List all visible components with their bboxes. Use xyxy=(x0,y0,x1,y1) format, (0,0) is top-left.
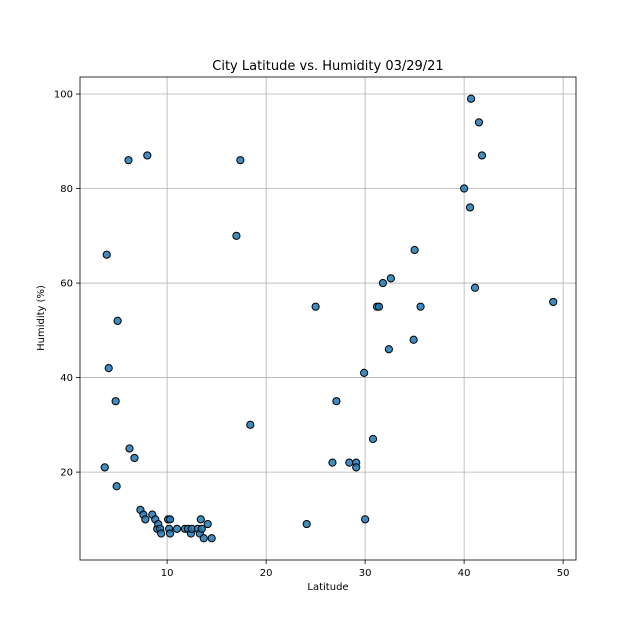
data-point xyxy=(477,151,487,160)
y-tick-label: 100 xyxy=(54,90,73,101)
data-point xyxy=(368,434,378,444)
data-point xyxy=(361,515,370,524)
y-axis-label: Humidity (%) xyxy=(36,285,47,351)
data-point xyxy=(386,274,395,283)
data-point xyxy=(549,297,558,307)
data-point xyxy=(332,397,341,406)
data-point xyxy=(165,515,175,524)
y-tick-label: 60 xyxy=(60,279,73,290)
x-tick-label: 50 xyxy=(557,568,570,579)
data-point xyxy=(311,302,320,311)
plot-frame xyxy=(79,76,577,561)
x-tick-label: 40 xyxy=(458,568,471,579)
data-point xyxy=(112,482,121,491)
x-tick-label: 10 xyxy=(161,568,174,579)
data-point xyxy=(125,444,134,453)
y-tick-label: 20 xyxy=(60,468,73,479)
data-point xyxy=(378,278,388,288)
y-tick-label: 40 xyxy=(60,373,73,384)
axis-ticks: 10 20 30 40 50 20 40 60 80 100 xyxy=(54,90,570,579)
data-point xyxy=(111,397,120,406)
data-point xyxy=(100,463,109,472)
data-point xyxy=(345,458,354,467)
data-point xyxy=(466,94,476,103)
data-point xyxy=(130,453,139,463)
data-point xyxy=(409,335,418,344)
data-point xyxy=(143,151,152,160)
data-point xyxy=(207,534,216,543)
data-point xyxy=(165,529,175,538)
data-point xyxy=(232,231,241,240)
data-point xyxy=(328,458,337,467)
data-point xyxy=(470,283,480,292)
data-point xyxy=(416,302,425,311)
data-point xyxy=(374,302,384,311)
data-point xyxy=(113,316,122,325)
data-point xyxy=(141,515,150,524)
y-tick-label: 80 xyxy=(60,184,73,195)
data-points xyxy=(100,94,558,543)
data-point xyxy=(236,156,245,165)
data-point xyxy=(124,156,133,165)
data-point xyxy=(384,345,393,354)
data-point xyxy=(196,515,205,524)
data-point xyxy=(465,203,475,212)
data-point xyxy=(460,184,469,193)
data-point xyxy=(410,245,419,255)
data-point xyxy=(474,118,484,127)
data-point xyxy=(302,519,311,529)
x-tick-label: 20 xyxy=(260,568,273,579)
grid-lines xyxy=(80,77,576,560)
x-tick-label: 30 xyxy=(359,568,372,579)
data-point xyxy=(197,524,206,533)
x-axis-label: Latitude xyxy=(307,582,348,593)
data-point xyxy=(360,368,369,377)
data-point xyxy=(104,364,113,373)
data-point xyxy=(352,463,361,472)
chart-title: City Latitude vs. Humidity 03/29/21 xyxy=(212,59,443,74)
data-point xyxy=(172,524,182,533)
data-point xyxy=(157,529,166,538)
data-point xyxy=(203,519,212,529)
data-point xyxy=(102,250,111,259)
data-point xyxy=(199,534,208,543)
data-point xyxy=(246,420,255,429)
